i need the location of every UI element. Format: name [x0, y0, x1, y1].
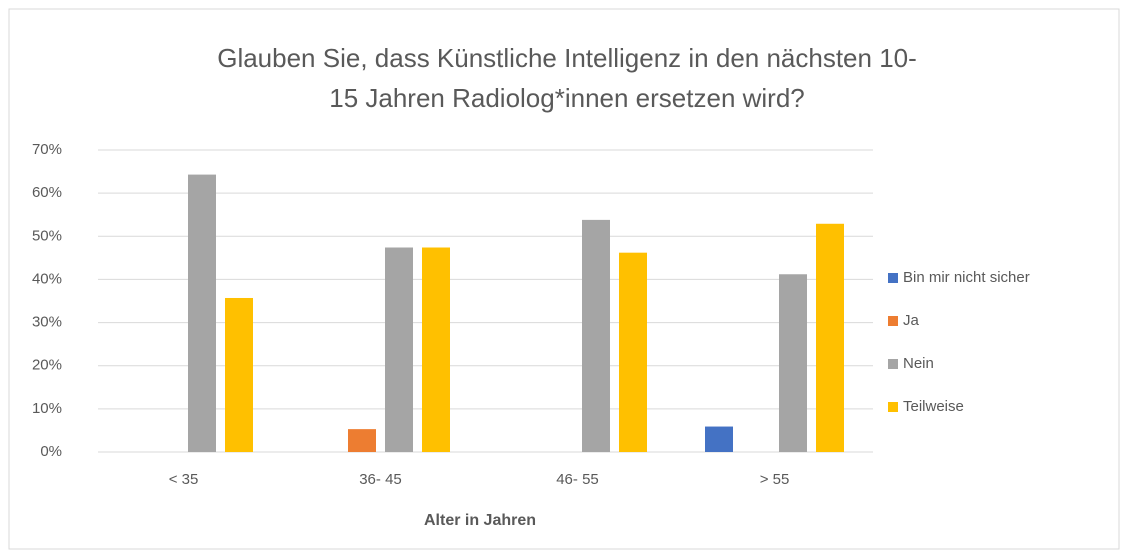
legend-label: Teilweise: [903, 398, 964, 415]
legend-label: Nein: [903, 355, 934, 372]
y-tick-label: 50%: [32, 227, 62, 244]
bar: [582, 219, 610, 452]
x-axis-label: Alter in Jahren: [424, 512, 536, 529]
bar: [816, 223, 844, 452]
bar: [385, 247, 413, 452]
bar: [779, 274, 807, 452]
y-tick-label: 0%: [40, 443, 62, 460]
bar: [188, 174, 216, 452]
bar: [705, 426, 733, 452]
chart-title: 15 Jahren Radiolog*innen ersetzen wird?: [329, 83, 805, 113]
bar: [348, 429, 376, 452]
bar: [422, 247, 450, 452]
y-tick-label: 30%: [32, 314, 62, 331]
y-tick-label: 40%: [32, 270, 62, 287]
y-tick-label: 10%: [32, 400, 62, 417]
y-tick-label: 70%: [32, 141, 62, 158]
legend-label: Ja: [903, 312, 920, 329]
x-tick-label: > 55: [760, 471, 790, 488]
legend-swatch: [888, 273, 898, 283]
x-tick-label: < 35: [169, 471, 199, 488]
legend-swatch: [888, 316, 898, 326]
legend-swatch: [888, 402, 898, 412]
bar: [225, 297, 253, 452]
chart-title: Glauben Sie, dass Künstliche Intelligenz…: [217, 43, 917, 73]
legend-label: Bin mir nicht sicher: [903, 269, 1030, 286]
y-tick-label: 20%: [32, 357, 62, 374]
y-tick-label: 60%: [32, 184, 62, 201]
legend-swatch: [888, 359, 898, 369]
x-tick-label: 36- 45: [359, 471, 402, 488]
x-tick-label: 46- 55: [556, 471, 599, 488]
bar: [619, 252, 647, 452]
